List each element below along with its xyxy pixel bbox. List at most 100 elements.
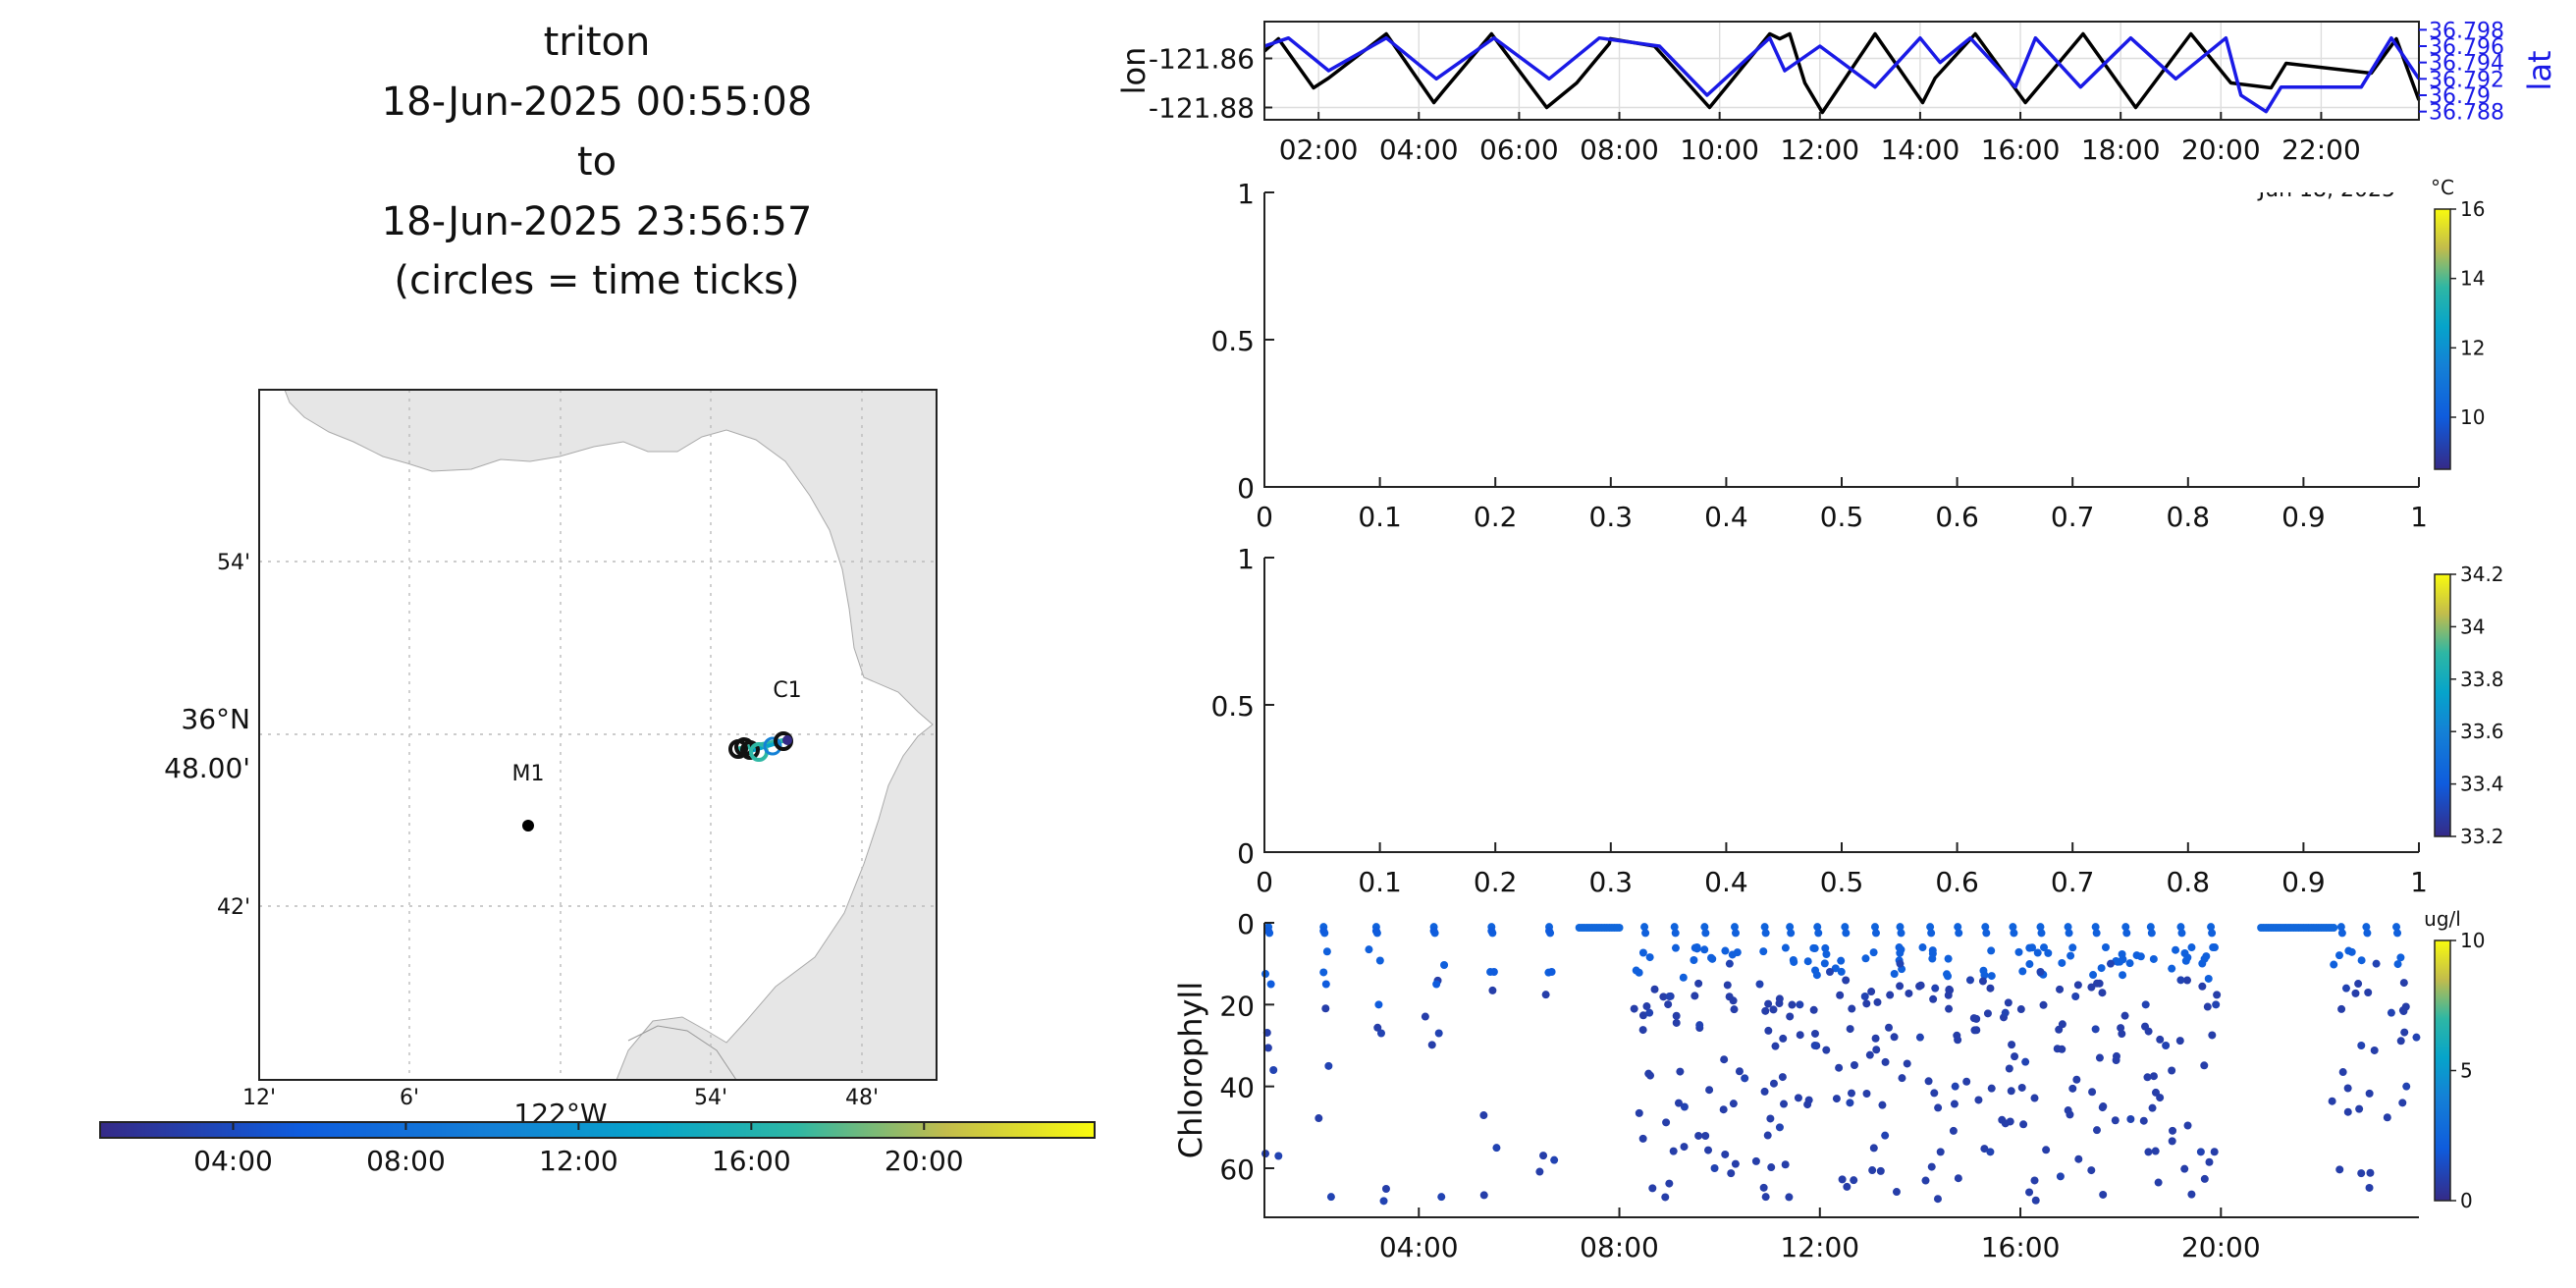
chlorophyll-point — [1665, 1179, 1674, 1188]
chlorophyll-point — [1804, 1096, 1813, 1104]
chlorophyll-point — [2101, 943, 2110, 952]
chlorophyll-point — [1379, 1197, 1388, 1206]
chlorophyll-point — [1721, 946, 1730, 955]
x-tick-label: 0.7 — [2051, 501, 2095, 533]
chlorophyll-point — [1635, 968, 1643, 977]
chlorophyll-point — [1751, 1156, 1760, 1165]
chlorophyll-point — [1638, 1011, 1647, 1020]
chlorophyll-point — [2330, 924, 2338, 932]
chlorophyll-point — [2149, 1072, 2158, 1081]
chlorophyll-point — [2025, 943, 2034, 952]
lonlat-x-tick-label: 18:00 — [2081, 134, 2161, 166]
chlorophyll-point — [2208, 929, 2217, 938]
x-tick-label: 0.1 — [1358, 501, 1402, 533]
chlorophyll-point — [1672, 1011, 1681, 1020]
chlorophyll-points — [1261, 923, 2421, 1206]
x-tick-label: 0.8 — [2167, 866, 2211, 898]
chlorophyll-point — [2064, 923, 2072, 932]
chlorophyll-point — [2098, 989, 2107, 997]
chlorophyll-point — [2187, 943, 2196, 952]
chlorophyll-point — [2357, 1169, 2366, 1178]
chlorophyll-point — [2151, 1088, 2160, 1097]
chlorophyll-point — [1868, 1166, 1877, 1175]
chlorophyll-point — [2337, 1004, 2346, 1013]
map-lat-tick-42: 42' — [217, 895, 250, 920]
chlorophyll-point — [2141, 1000, 2150, 1009]
chlorophyll-point — [2398, 1099, 2407, 1107]
chlorophyll-point — [1672, 1018, 1681, 1027]
lonlat-x-tick-label: 14:00 — [1881, 134, 1960, 166]
title-to: to — [577, 139, 617, 185]
chlorophyll-point — [2017, 1083, 2026, 1092]
chlorophyll-point — [1635, 1108, 1643, 1117]
chlorophyll-point — [1778, 1073, 1787, 1082]
chlorophyll-point — [1720, 1055, 1729, 1064]
colorbar-tick-label: 12 — [2460, 336, 2485, 359]
chlorophyll-point — [2042, 1146, 2051, 1154]
chlorophyll-point — [1838, 1175, 1847, 1184]
chlorophyll-point — [1786, 1012, 1795, 1021]
chlorophyll-point — [2087, 1166, 2096, 1175]
chlorophyll-point — [1951, 1082, 1959, 1091]
chlorophyll-point — [1732, 929, 1740, 938]
chlorophyll-point — [2099, 1190, 2108, 1199]
lonlat-x-tick-label: 08:00 — [1580, 134, 1659, 166]
chlorophyll-point — [1865, 1050, 1874, 1059]
chlorophyll-point — [2365, 1183, 2374, 1192]
chlorophyll-point — [2118, 949, 2126, 958]
chlorophyll-point — [1850, 1060, 1858, 1069]
y-tick-label: 0.5 — [1210, 690, 1255, 723]
chlorophyll-point — [1796, 1000, 1804, 1009]
colorbar-tick-label: 5 — [2460, 1059, 2473, 1083]
chlorophyll-point — [1429, 927, 1438, 936]
chlorophyll-point — [2183, 1121, 2192, 1130]
chlorophyll-point — [1644, 1069, 1653, 1078]
chlorophyll-point — [2021, 1057, 2030, 1066]
chlorophyll-point — [2183, 976, 2192, 985]
chlorophyll-point — [1869, 1144, 1878, 1153]
chlorophyll-point — [2207, 923, 2216, 932]
chlorophyll-point — [2363, 929, 2372, 938]
colorbar-tick-label: 33.4 — [2460, 773, 2504, 796]
chlorophyll-point — [1921, 1176, 1930, 1185]
chlorophyll-point — [1876, 1166, 1885, 1175]
lonlat-x-tick-label: 22:00 — [2281, 134, 2361, 166]
chlorophyll-point — [2168, 1066, 2176, 1075]
chlorophyll-point — [2143, 1073, 2152, 1082]
temperature-panel: 0 0.1 0.2 0.3 0.4 0.5 0.6 0.7 0.8 0.9 100.51 10121… — [1210, 176, 2485, 533]
chlorophyll-point — [1760, 923, 1769, 932]
chlorophyll-point — [1974, 1096, 1983, 1104]
chlorophyll-point — [2001, 1008, 2010, 1017]
chlorophyll-point — [1796, 1031, 1804, 1040]
chlorophyll-point — [1955, 929, 1963, 938]
chlorophyll-point — [2056, 1172, 2065, 1181]
lonlat-x-tick-label: 02:00 — [1279, 134, 1359, 166]
chlorophyll-point — [1539, 1152, 1548, 1160]
chlorophyll-point — [1987, 946, 1996, 955]
chlorophyll-point — [1642, 1002, 1651, 1011]
chlorophyll-point — [2162, 1042, 2171, 1049]
chlorophyll-point — [2400, 1028, 2409, 1037]
chlorophyll-point — [1680, 1102, 1689, 1111]
map-lon-tick-54: 54' — [694, 1086, 727, 1110]
chlorophyll-point — [2212, 1000, 2221, 1009]
chlorophyll-point — [1786, 923, 1795, 932]
chlorophyll-point — [1650, 985, 1659, 993]
time-colorbar-ticks: 04:00 08:00 12:00 16:00 20:00 — [193, 1122, 964, 1177]
chlorophyll-point — [2180, 949, 2189, 958]
chlorophyll-point — [1986, 984, 1995, 993]
lonlat-y-tick-label: -121.88 — [1149, 92, 1255, 125]
time-tick-circle — [782, 735, 792, 745]
chlorophyll-point — [1945, 1004, 1954, 1013]
station-m1-marker — [522, 820, 534, 832]
chlorophyll-point — [2089, 971, 2098, 980]
chlorophyll-point — [1811, 966, 1820, 975]
chlorophyll-point — [2092, 1126, 2101, 1135]
chlorophyll-point — [2111, 1116, 2120, 1125]
chlorophyll-point — [2091, 923, 2100, 932]
chlorophyll-point — [2341, 984, 2350, 993]
time-colorbar-tick-label: 12:00 — [539, 1145, 618, 1177]
chlorophyll-point — [1837, 956, 1846, 965]
chlorophyll-point — [2014, 947, 2023, 956]
chlorophyll-point — [2117, 1024, 2125, 1033]
